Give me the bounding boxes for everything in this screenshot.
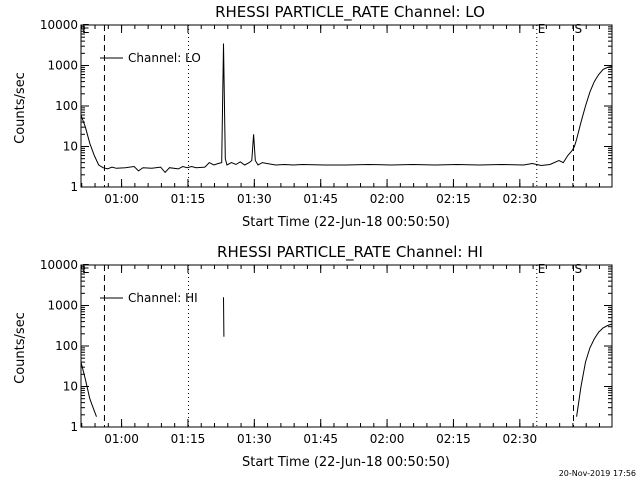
lo-y-tick-label: 1 bbox=[70, 180, 78, 194]
hi-x-axis-label: Start Time (22-Jun-18 00:50:50) bbox=[242, 455, 450, 470]
hi-y-tick-label: 10 bbox=[63, 380, 78, 394]
lo-x-tick-label: 01:45 bbox=[303, 192, 338, 206]
hi-x-tick-label: 01:45 bbox=[303, 432, 338, 446]
hi-y-tick-label: 1000 bbox=[47, 299, 78, 313]
lo-plot-frame bbox=[80, 24, 613, 188]
lo-legend-label: Channel: LO bbox=[128, 51, 201, 65]
lo-event-marker-label: E bbox=[82, 22, 90, 36]
hi-event-marker-label: S bbox=[575, 262, 583, 276]
hi-event-marker-label: E bbox=[538, 262, 546, 276]
hi-x-tick-label: 02:15 bbox=[436, 432, 471, 446]
lo-x-tick-label: 01:30 bbox=[237, 192, 272, 206]
hi-legend-label: Channel: HI bbox=[128, 291, 198, 305]
hi-y-tick-label: 100 bbox=[55, 339, 78, 353]
lo-x-tick-label: 02:15 bbox=[436, 192, 471, 206]
lo-x-tick-label: 01:15 bbox=[171, 192, 206, 206]
hi-series-line bbox=[576, 323, 613, 417]
lo-event-marker-label: E bbox=[538, 22, 546, 36]
lo-event-marker-label: S bbox=[575, 22, 583, 36]
hi-y-axis-label: Counts/sec bbox=[13, 312, 28, 384]
hi-event-marker-label: E bbox=[82, 262, 90, 276]
footer-timestamp: 20-Nov-2019 17:56 bbox=[559, 469, 636, 478]
hi-series-line bbox=[80, 361, 97, 417]
hi-y-tick-label: 10000 bbox=[40, 258, 78, 272]
hi-panel-title: RHESSI PARTICLE_RATE Channel: HI bbox=[217, 243, 483, 262]
hi-x-tick-label: 02:30 bbox=[503, 432, 538, 446]
lo-y-tick-label: 100 bbox=[55, 99, 78, 113]
hi-x-tick-label: 01:15 bbox=[171, 432, 206, 446]
lo-x-tick-label: 02:00 bbox=[370, 192, 405, 206]
lo-y-axis-label: Counts/sec bbox=[13, 72, 28, 144]
lo-series-line bbox=[80, 43, 613, 174]
lo-y-tick-label: 10 bbox=[63, 140, 78, 154]
lo-y-tick-label: 10000 bbox=[40, 18, 78, 32]
hi-plot-frame bbox=[80, 264, 613, 428]
lo-y-tick-label: 1000 bbox=[47, 59, 78, 73]
lo-x-axis-label: Start Time (22-Jun-18 00:50:50) bbox=[242, 215, 450, 230]
hi-y-tick-label: 1 bbox=[70, 420, 78, 434]
hi-x-tick-label: 02:00 bbox=[370, 432, 405, 446]
hi-x-tick-label: 01:00 bbox=[104, 432, 139, 446]
lo-panel-title: RHESSI PARTICLE_RATE Channel: LO bbox=[215, 3, 485, 22]
lo-x-tick-label: 01:00 bbox=[104, 192, 139, 206]
lo-channel-panel: RHESSI PARTICLE_RATE Channel: LO Start T… bbox=[13, 3, 613, 230]
hi-x-tick-label: 01:30 bbox=[237, 432, 272, 446]
lo-x-tick-label: 02:30 bbox=[503, 192, 538, 206]
hi-channel-panel: RHESSI PARTICLE_RATE Channel: HI Start T… bbox=[13, 243, 613, 470]
